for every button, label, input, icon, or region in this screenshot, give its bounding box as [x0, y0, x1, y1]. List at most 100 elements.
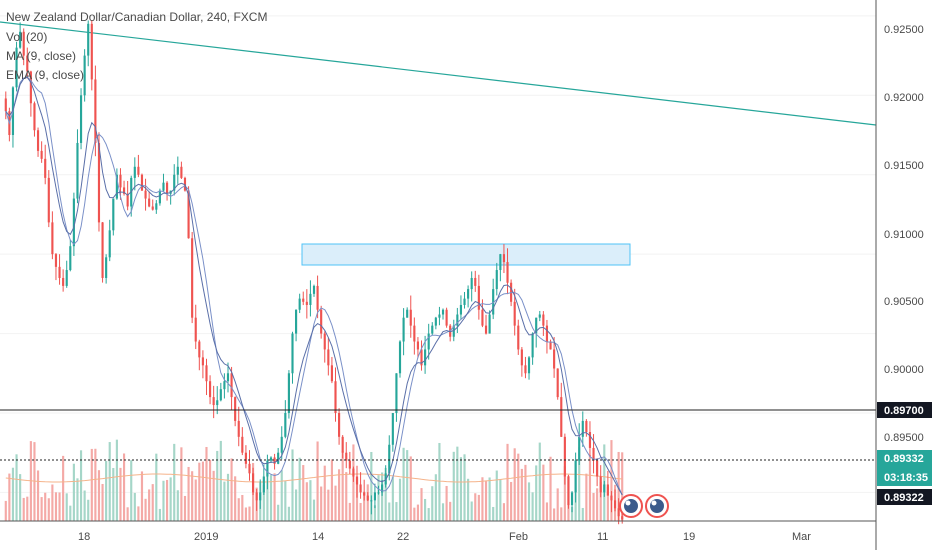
- volume-bar: [477, 494, 480, 521]
- y-tick-label: 0.90500: [884, 296, 924, 308]
- volume-bar: [244, 507, 247, 521]
- volume-bar: [588, 455, 592, 521]
- candle-body: [280, 436, 283, 453]
- volume-bar: [198, 462, 201, 521]
- event-icon-1[interactable]: [619, 494, 643, 518]
- candle-body: [269, 457, 273, 461]
- candle-body: [431, 325, 434, 334]
- volume-bar: [524, 464, 527, 521]
- volume-bar: [334, 485, 337, 521]
- volume-bar: [542, 464, 545, 521]
- volume-ma-line: [5, 473, 623, 483]
- candle-body: [513, 301, 516, 326]
- volume-bar: [79, 450, 83, 521]
- ma-line: [5, 76, 623, 496]
- volume-bar: [69, 505, 72, 521]
- volume-bar: [456, 446, 459, 521]
- candle-body: [330, 365, 333, 382]
- candle-body: [398, 341, 402, 374]
- event-icon-2[interactable]: [645, 494, 669, 518]
- candle-body: [97, 142, 101, 223]
- volume-bar: [606, 486, 609, 521]
- trendline[interactable]: [0, 21, 877, 126]
- volume-bar: [155, 453, 158, 521]
- volume-bar: [273, 473, 276, 521]
- candle-body: [219, 389, 222, 401]
- volume-bar: [431, 486, 434, 521]
- volume-bar: [370, 451, 373, 521]
- volume-bar: [126, 507, 129, 521]
- candle-body: [115, 174, 118, 199]
- volume-bar: [610, 440, 613, 521]
- current-price-value: 0.89332: [884, 453, 924, 465]
- grid: [0, 15, 876, 493]
- candle-body: [456, 314, 459, 326]
- volume-bar: [173, 443, 176, 521]
- volume-bar: [510, 481, 513, 521]
- volume-bar: [474, 493, 477, 521]
- volume-bar: [216, 450, 219, 521]
- resistance-zone[interactable]: [301, 243, 631, 266]
- candle-body: [241, 436, 244, 453]
- volume-bar: [341, 451, 344, 521]
- volume-bar: [520, 468, 523, 521]
- volume-bar: [424, 498, 427, 521]
- volume-bar: [44, 492, 47, 521]
- candle-body: [563, 436, 566, 477]
- volume-bar: [381, 472, 384, 521]
- volume-bar: [115, 439, 118, 521]
- candle-body: [481, 309, 484, 326]
- volume-bar: [176, 490, 179, 521]
- candle-body: [273, 457, 276, 464]
- volume-bar: [452, 451, 455, 521]
- candle-body: [452, 325, 455, 337]
- volume-bar: [363, 491, 366, 521]
- candle-body: [542, 314, 545, 326]
- volume-bar: [305, 482, 308, 521]
- candle-body: [119, 174, 122, 188]
- candle-body: [610, 495, 613, 501]
- indicator-vol: Vol (20): [6, 30, 47, 44]
- candle-body: [58, 266, 61, 278]
- volume-bar: [499, 478, 502, 521]
- volume-bar: [395, 502, 398, 521]
- candle-body: [295, 309, 298, 334]
- volume-bar: [445, 485, 448, 521]
- candle-body: [338, 412, 341, 437]
- candle-body: [506, 262, 509, 283]
- candle-body: [588, 432, 592, 448]
- candle-body: [180, 166, 183, 178]
- volume-bar: [148, 489, 151, 521]
- candle-body: [348, 460, 351, 469]
- candle-body: [474, 277, 477, 286]
- volume-bar: [212, 470, 215, 521]
- candle-body: [277, 452, 280, 464]
- volume-bar: [517, 453, 520, 521]
- candle-body: [517, 325, 520, 350]
- volume-bar: [223, 481, 226, 521]
- volume-bar: [112, 467, 115, 521]
- volume-bar: [54, 492, 58, 521]
- volume-bar: [205, 446, 208, 521]
- volume-bar: [409, 456, 412, 521]
- candle-body: [359, 484, 362, 493]
- volume-bar: [151, 484, 154, 521]
- candle-body: [234, 397, 237, 421]
- volume-bar: [527, 482, 531, 521]
- price-pane[interactable]: [0, 0, 876, 550]
- volume-bar: [427, 508, 430, 521]
- y-tick-label: 0.91000: [884, 229, 924, 241]
- volume-bar: [553, 508, 556, 521]
- candle-body: [556, 368, 559, 398]
- countdown-value: 03:18:35: [884, 472, 928, 484]
- volume-bar: [366, 484, 369, 521]
- volume-bar: [463, 454, 466, 521]
- volume-bar: [237, 498, 240, 521]
- candle-body: [83, 55, 86, 96]
- candle-body: [137, 166, 140, 175]
- ema-line: [5, 76, 623, 496]
- volume-bar: [287, 506, 290, 521]
- volume-bar: [97, 470, 101, 521]
- candle-body: [402, 317, 405, 342]
